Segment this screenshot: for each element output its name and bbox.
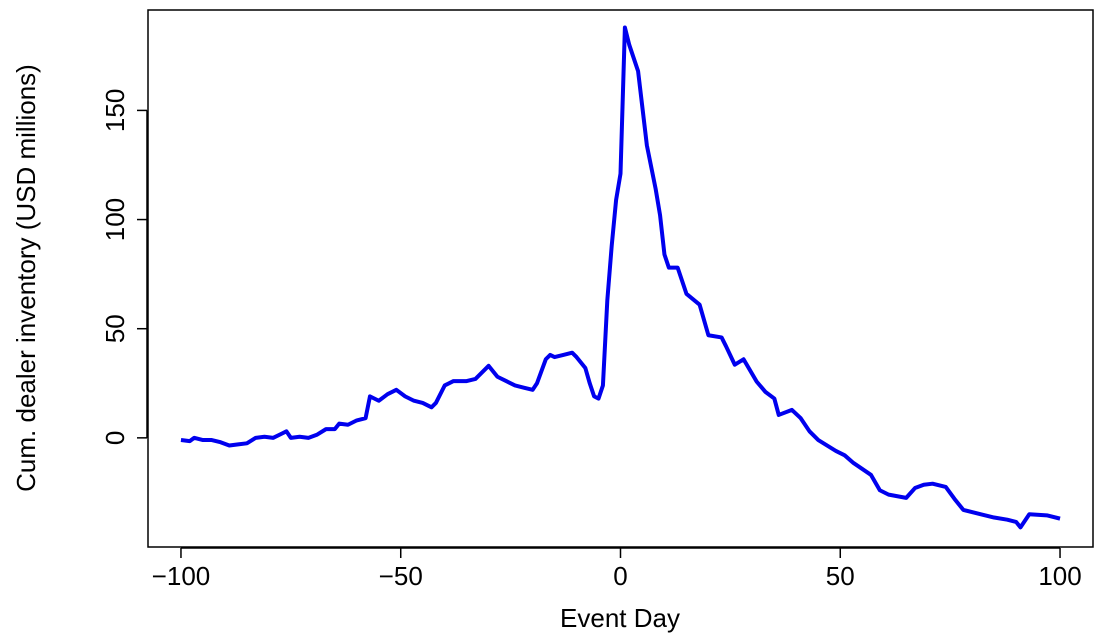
- x-tick-label: 100: [1038, 561, 1081, 591]
- x-tick-label: 50: [826, 561, 855, 591]
- x-tick-label: 0: [613, 561, 627, 591]
- y-tick-label: 100: [100, 198, 130, 241]
- y-tick-label: 0: [100, 431, 130, 445]
- y-tick-label: 150: [100, 89, 130, 132]
- plot-box: [147, 9, 1094, 548]
- data-line: [180, 25, 1061, 530]
- x-axis-label: Event Day: [560, 603, 680, 633]
- x-tick-label: −100: [152, 561, 211, 591]
- y-tick-label: 50: [100, 314, 130, 343]
- y-axis-label: Cum. dealer inventory (USD millions): [11, 64, 41, 492]
- x-tick-label: −50: [379, 561, 423, 591]
